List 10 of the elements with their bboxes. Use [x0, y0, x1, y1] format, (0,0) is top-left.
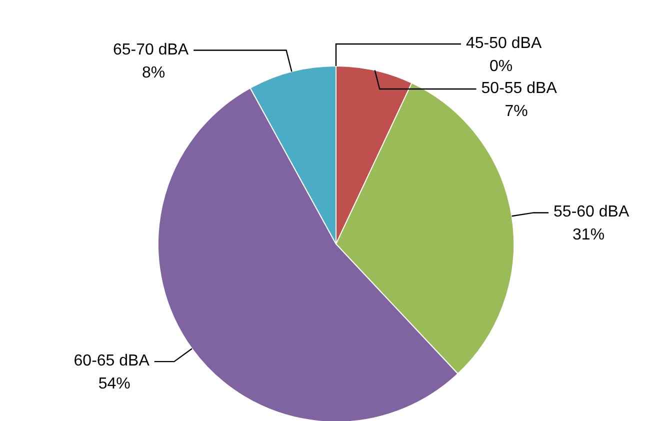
text: 0%	[489, 58, 513, 75]
slice-label: 50-55 dBA	[481, 80, 558, 97]
slice-label: 60-65 dBA	[74, 352, 150, 370]
slice-label: 65-70 dBA	[112, 41, 189, 58]
category-label: 45-50 dBA	[466, 35, 542, 52]
data-label: 7%	[504, 103, 528, 120]
data-label: 31%	[572, 226, 605, 244]
data-label: 8%	[142, 64, 166, 82]
data-label: 54%	[98, 376, 130, 393]
slice-label: 55-60 dBA	[554, 204, 630, 221]
